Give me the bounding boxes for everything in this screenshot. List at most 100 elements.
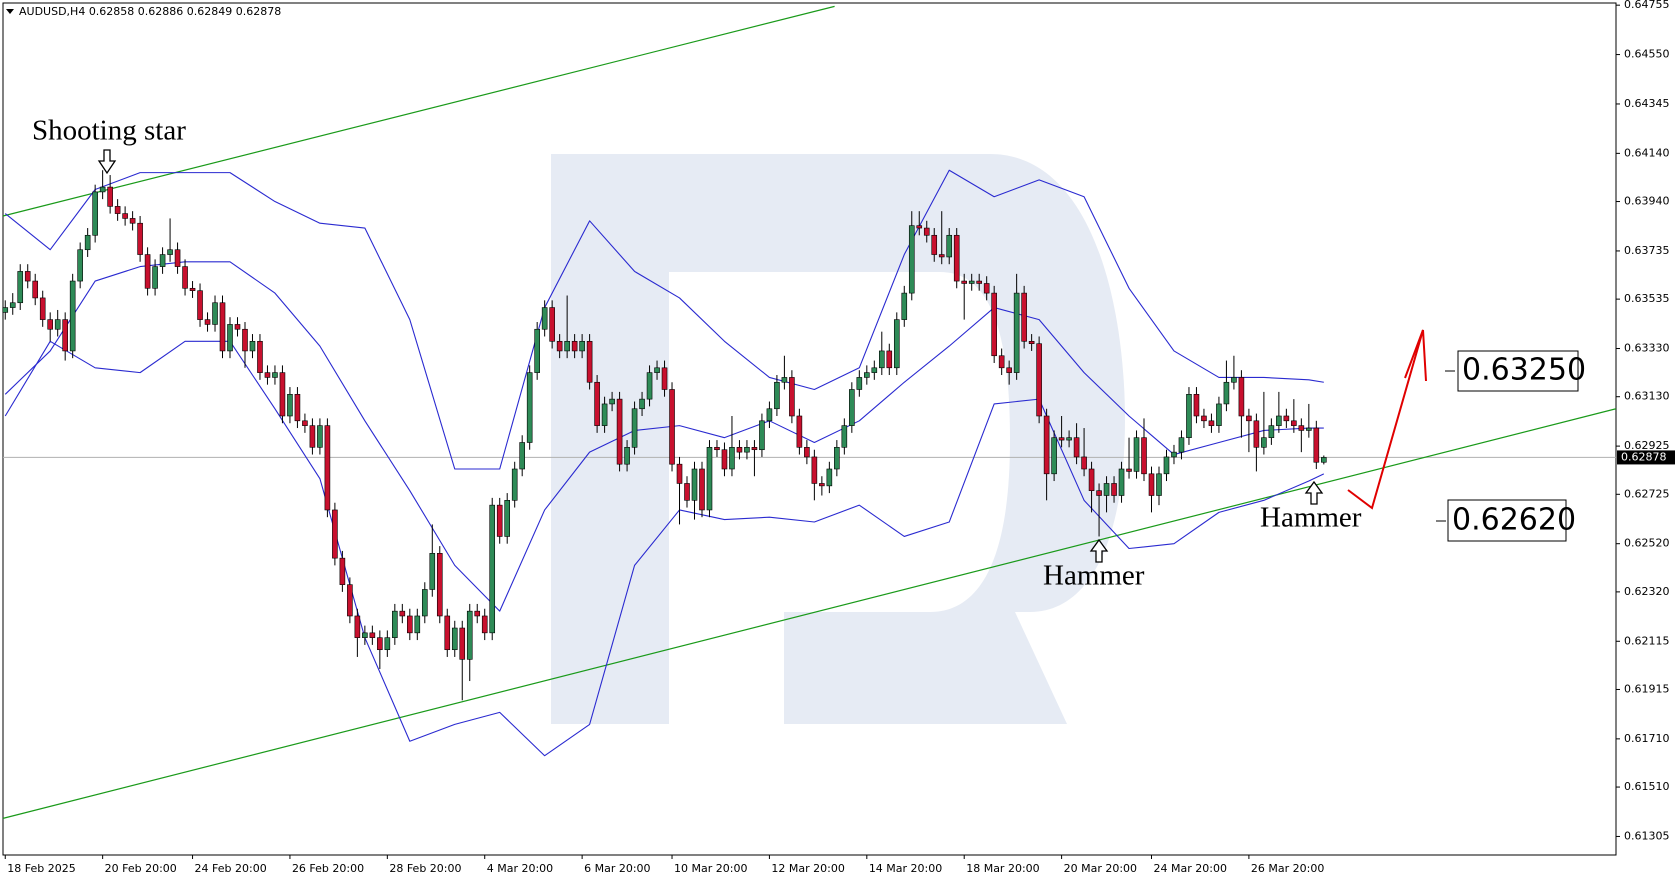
price-tag [1617,450,1675,465]
y-tick-label: 0.62320 [1624,585,1670,598]
candle-down [219,302,226,352]
candle-down [1141,437,1147,475]
candle-down [556,340,563,352]
candle-up [564,340,570,352]
trend-line [2,5,835,217]
candle-down [571,340,578,352]
candle-down [339,557,346,585]
candle-up [317,425,323,448]
candle-down [819,483,825,487]
candle-up [1051,437,1057,475]
candle-up [414,615,421,634]
candle-up [167,249,173,255]
candle-up [856,377,863,390]
candle-down [1201,415,1207,422]
forecast-arrow-head [1404,329,1427,382]
candle-up [152,266,158,289]
candle-up [1156,473,1162,496]
candle-down [931,234,938,255]
down-arrow [97,149,117,175]
candle-up [1268,425,1275,438]
candle-down [1313,427,1320,463]
candle-down [309,425,316,448]
watermark-stem [551,154,669,724]
candle-up [631,408,638,448]
y-tick-label: 0.64140 [1624,146,1670,159]
candle-up [871,367,878,373]
x-tick-label: 6 Mar 20:00 [584,862,650,875]
candle-down [721,449,728,470]
candle-up [54,319,61,330]
candle-down [189,287,196,291]
candle-up [766,408,773,422]
x-tick-label: 26 Mar 20:00 [1251,862,1324,875]
candle-up [729,447,735,470]
candle-down [294,394,301,422]
y-tick-label: 0.61510 [1624,780,1670,793]
bollinger-middle [4,261,1324,612]
annotation: Hammer [1260,502,1362,534]
candle-down [991,292,997,357]
candle-down [332,509,338,559]
level-label: 0.62620 [1452,503,1576,538]
candle-up [759,420,765,451]
candle-up [624,447,630,465]
candle-down [923,227,930,236]
candle-up [774,381,780,410]
candle-down [1028,340,1035,345]
candle-up [1216,403,1222,426]
header: AUDUSD,H4 0.62858 0.62886 0.62849 0.6287… [19,5,281,18]
candle-down [669,389,675,465]
candle-down [594,381,600,426]
x-tick-label: 18 Mar 20:00 [966,862,1039,875]
x-tick-label: 12 Mar 20:00 [771,862,844,875]
candle-up [901,292,908,320]
x-tick-label: 10 Mar 20:00 [674,862,747,875]
candle-up [841,425,848,448]
x-tick-label: 26 Feb 20:00 [292,862,364,875]
candle-up [1103,483,1110,496]
candle-down [264,372,271,378]
candle-down [1148,473,1155,496]
y-tick-label: 0.62725 [1624,487,1670,500]
candle-up [946,234,953,258]
candle-up [69,280,76,352]
bollinger-upper [4,169,1324,470]
candle-down [459,627,466,660]
watermark-leg [784,612,1067,724]
candle-down [204,319,211,325]
candle-down [1021,292,1027,342]
watermark [551,154,1125,724]
candle-down [976,280,982,284]
candle-up [601,403,608,426]
candle-down [1193,394,1200,417]
candle-up [541,307,548,330]
candle-up [429,553,436,590]
candle-up [1321,457,1327,463]
y-tick-label: 0.61305 [1624,829,1670,842]
candle-down [1291,420,1297,426]
candle-down [302,420,308,426]
candle-up [849,389,855,426]
candle-up [654,367,660,373]
plot-frame [2,2,1617,856]
candle-up [1186,394,1192,438]
level-box [1447,499,1567,542]
candle-up [908,225,915,294]
candle-down [983,283,990,294]
candle-down [1208,420,1215,426]
candle-down [961,280,968,284]
candle-down [122,213,128,219]
candle-up [9,302,16,308]
candle-down [1283,415,1290,422]
candle-down [804,447,810,458]
candle-down [436,553,443,617]
level-box [1457,350,1579,392]
candle-up [504,500,511,537]
candle-down [324,425,331,511]
candle-up [362,632,368,638]
candle-up [272,372,278,378]
candle-up [968,280,975,284]
y-tick-label: 0.61710 [1624,732,1670,745]
